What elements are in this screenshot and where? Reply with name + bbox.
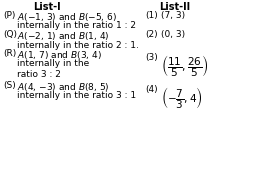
- Text: List-II: List-II: [159, 2, 190, 12]
- Text: ratio 3 : 2: ratio 3 : 2: [17, 70, 61, 79]
- Text: (P): (P): [3, 11, 15, 20]
- Text: (S): (S): [3, 81, 16, 90]
- Text: $\left(\dfrac{11}{5},\dfrac{26}{5}\right)$: $\left(\dfrac{11}{5},\dfrac{26}{5}\right…: [161, 53, 209, 79]
- Text: (7, 3): (7, 3): [161, 11, 185, 20]
- Text: (3): (3): [145, 53, 158, 62]
- Text: List-I: List-I: [33, 2, 61, 12]
- Text: (2): (2): [145, 30, 158, 39]
- Text: (Q): (Q): [3, 30, 17, 39]
- Text: $A$(1, 7) and $B$(3, 4): $A$(1, 7) and $B$(3, 4): [17, 49, 102, 61]
- Text: $\left(-\dfrac{7}{3}, 4\right)$: $\left(-\dfrac{7}{3}, 4\right)$: [161, 85, 203, 111]
- Text: (0, 3): (0, 3): [161, 30, 185, 39]
- Text: internally in the: internally in the: [17, 59, 89, 68]
- Text: internally in the ratio 3 : 1: internally in the ratio 3 : 1: [17, 91, 136, 101]
- Text: $A$(4, −3) and $B$(8, 5): $A$(4, −3) and $B$(8, 5): [17, 81, 110, 93]
- Text: (4): (4): [145, 85, 158, 94]
- Text: $A$(−1, 3) and $B$(−5, 6): $A$(−1, 3) and $B$(−5, 6): [17, 11, 117, 23]
- Text: internally in the ratio 2 : 1.: internally in the ratio 2 : 1.: [17, 41, 139, 50]
- Text: (R): (R): [3, 49, 16, 58]
- Text: (1): (1): [145, 11, 158, 20]
- Text: $A$(−2, 1) and $B$(1, 4): $A$(−2, 1) and $B$(1, 4): [17, 30, 110, 42]
- Text: internally in the ratio 1 : 2: internally in the ratio 1 : 2: [17, 21, 136, 30]
